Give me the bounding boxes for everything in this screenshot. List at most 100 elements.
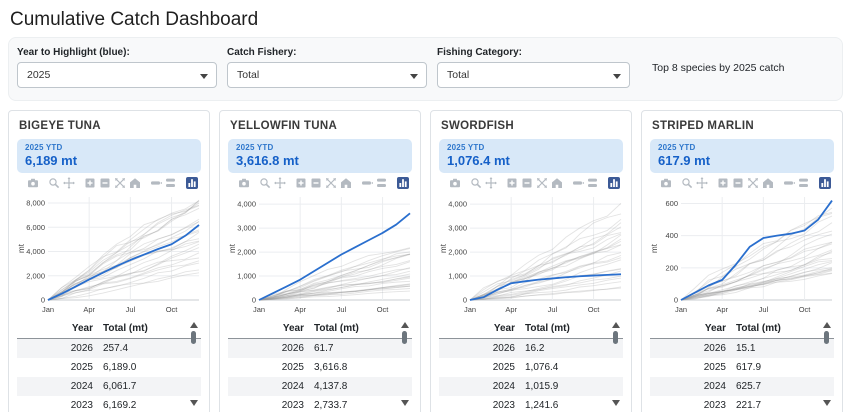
table-row: 2024 6,061.7: [17, 377, 201, 396]
zoom-in-icon[interactable]: [84, 177, 97, 189]
svg-text:0: 0: [41, 296, 45, 305]
svg-text:2,000: 2,000: [26, 271, 45, 280]
plotly-logo-icon[interactable]: [819, 177, 832, 189]
table-row: 2025 617.9: [650, 358, 834, 377]
zoom-out-icon[interactable]: [310, 177, 323, 189]
svg-text:mt: mt: [439, 243, 448, 253]
camera-icon[interactable]: [449, 177, 462, 189]
reset-axes-icon[interactable]: [762, 177, 775, 189]
pan-icon[interactable]: [485, 177, 498, 189]
table-scrollbar[interactable]: [822, 322, 832, 406]
reset-axes-icon[interactable]: [340, 177, 353, 189]
fishery-select[interactable]: Total: [227, 62, 427, 88]
chart-toolbar: [17, 176, 199, 190]
pan-icon[interactable]: [696, 177, 709, 189]
reset-axes-icon[interactable]: [551, 177, 564, 189]
table-row: 2026 257.4: [17, 339, 201, 358]
pan-icon[interactable]: [63, 177, 76, 189]
ytd-badge-label: 2025 YTD: [236, 143, 274, 152]
autoscale-icon[interactable]: [747, 177, 760, 189]
table-scrollbar[interactable]: [400, 322, 410, 406]
hover-compare-icon[interactable]: [376, 177, 389, 189]
zoom-icon[interactable]: [48, 177, 61, 189]
year-cell: 2024: [492, 381, 515, 392]
ytd-badge-label: 2025 YTD: [25, 143, 63, 152]
year-cell: 2025: [492, 362, 515, 373]
ytd-badge-value: 6,189 mt: [25, 153, 78, 168]
zoom-out-icon[interactable]: [521, 177, 534, 189]
year-cell: 2025: [281, 362, 304, 373]
hover-closest-icon[interactable]: [572, 177, 585, 189]
table-row: 2025 1,076.4: [439, 358, 623, 377]
zoom-in-icon[interactable]: [717, 177, 730, 189]
category-select[interactable]: Total: [437, 62, 630, 88]
scroll-down-icon[interactable]: [401, 400, 409, 406]
scroll-up-icon[interactable]: [190, 322, 198, 328]
hover-closest-icon[interactable]: [361, 177, 374, 189]
hover-compare-icon[interactable]: [798, 177, 811, 189]
scroll-up-icon[interactable]: [612, 322, 620, 328]
camera-icon[interactable]: [238, 177, 251, 189]
table-row: 2024 4,137.8: [228, 377, 412, 396]
scroll-up-icon[interactable]: [401, 322, 409, 328]
plotly-logo-icon[interactable]: [608, 177, 621, 189]
zoom-in-icon[interactable]: [295, 177, 308, 189]
ytd-badge: 2025 YTD 3,616.8 mt: [228, 139, 412, 173]
camera-icon[interactable]: [660, 177, 673, 189]
zoom-out-icon[interactable]: [732, 177, 745, 189]
zoom-out-icon[interactable]: [99, 177, 112, 189]
svg-text:Apr: Apr: [716, 305, 728, 314]
plotly-logo-icon[interactable]: [186, 177, 199, 189]
total-cell: 1,241.6: [525, 400, 559, 411]
plotly-logo-icon[interactable]: [397, 177, 410, 189]
zoom-icon[interactable]: [470, 177, 483, 189]
yearly-totals-table: Year Total (mt) 2026 61.7 2025 3,616.8 2024 4…: [228, 320, 412, 412]
total-cell: 625.7: [736, 381, 762, 392]
hover-compare-icon[interactable]: [587, 177, 600, 189]
year-cell: 2023: [70, 400, 93, 411]
scrollbar-thumb[interactable]: [402, 331, 407, 344]
chevron-down-icon: [200, 74, 208, 79]
scrollbar-thumb[interactable]: [191, 331, 196, 344]
reset-axes-icon[interactable]: [129, 177, 142, 189]
year-select-value: 2025: [27, 69, 51, 81]
svg-text:Jul: Jul: [759, 305, 769, 314]
zoom-icon[interactable]: [681, 177, 694, 189]
ytd-badge: 2025 YTD 6,189 mt: [17, 139, 201, 173]
zoom-in-icon[interactable]: [506, 177, 519, 189]
scroll-down-icon[interactable]: [190, 400, 198, 406]
year-cell: 2023: [281, 400, 304, 411]
cumulative-catch-chart[interactable]: 0 1,000 2,000 3,000 4,000 Jan Apr Jul Oct mt: [439, 190, 623, 316]
total-column-header: Total (mt): [525, 323, 570, 334]
zoom-icon[interactable]: [259, 177, 272, 189]
total-cell: 6,061.7: [103, 381, 137, 392]
hover-closest-icon[interactable]: [783, 177, 796, 189]
svg-text:Oct: Oct: [588, 305, 601, 314]
species-panel: YELLOWFIN TUNA 2025 YTD 3,616.8 mt 0 1,00…: [219, 110, 421, 412]
scroll-down-icon[interactable]: [823, 400, 831, 406]
autoscale-icon[interactable]: [114, 177, 127, 189]
year-cell: 2025: [703, 362, 726, 373]
scrollbar-thumb[interactable]: [824, 331, 829, 344]
cumulative-catch-chart[interactable]: 0 2,000 4,000 6,000 8,000 Jan Apr Jul Oct mt: [17, 190, 201, 316]
table-scrollbar[interactable]: [189, 322, 199, 406]
ytd-badge-label: 2025 YTD: [447, 143, 485, 152]
scroll-down-icon[interactable]: [612, 400, 620, 406]
cumulative-catch-chart[interactable]: 0 1,000 2,000 3,000 4,000 Jan Apr Jul Oct mt: [228, 190, 412, 316]
table-scrollbar[interactable]: [611, 322, 621, 406]
year-select[interactable]: 2025: [17, 62, 217, 88]
hover-closest-icon[interactable]: [150, 177, 163, 189]
hover-compare-icon[interactable]: [165, 177, 178, 189]
scroll-up-icon[interactable]: [823, 322, 831, 328]
autoscale-icon[interactable]: [325, 177, 338, 189]
autoscale-icon[interactable]: [536, 177, 549, 189]
ytd-badge-label: 2025 YTD: [658, 143, 696, 152]
scrollbar-thumb[interactable]: [613, 331, 618, 344]
ytd-badge: 2025 YTD 617.9 mt: [650, 139, 834, 173]
cumulative-catch-chart[interactable]: 0 200 400 600 Jan Apr Jul Oct mt: [650, 190, 834, 316]
svg-text:0: 0: [463, 296, 467, 305]
pan-icon[interactable]: [274, 177, 287, 189]
camera-icon[interactable]: [27, 177, 40, 189]
table-row: 2024 1,015.9: [439, 377, 623, 396]
svg-text:0: 0: [252, 296, 256, 305]
